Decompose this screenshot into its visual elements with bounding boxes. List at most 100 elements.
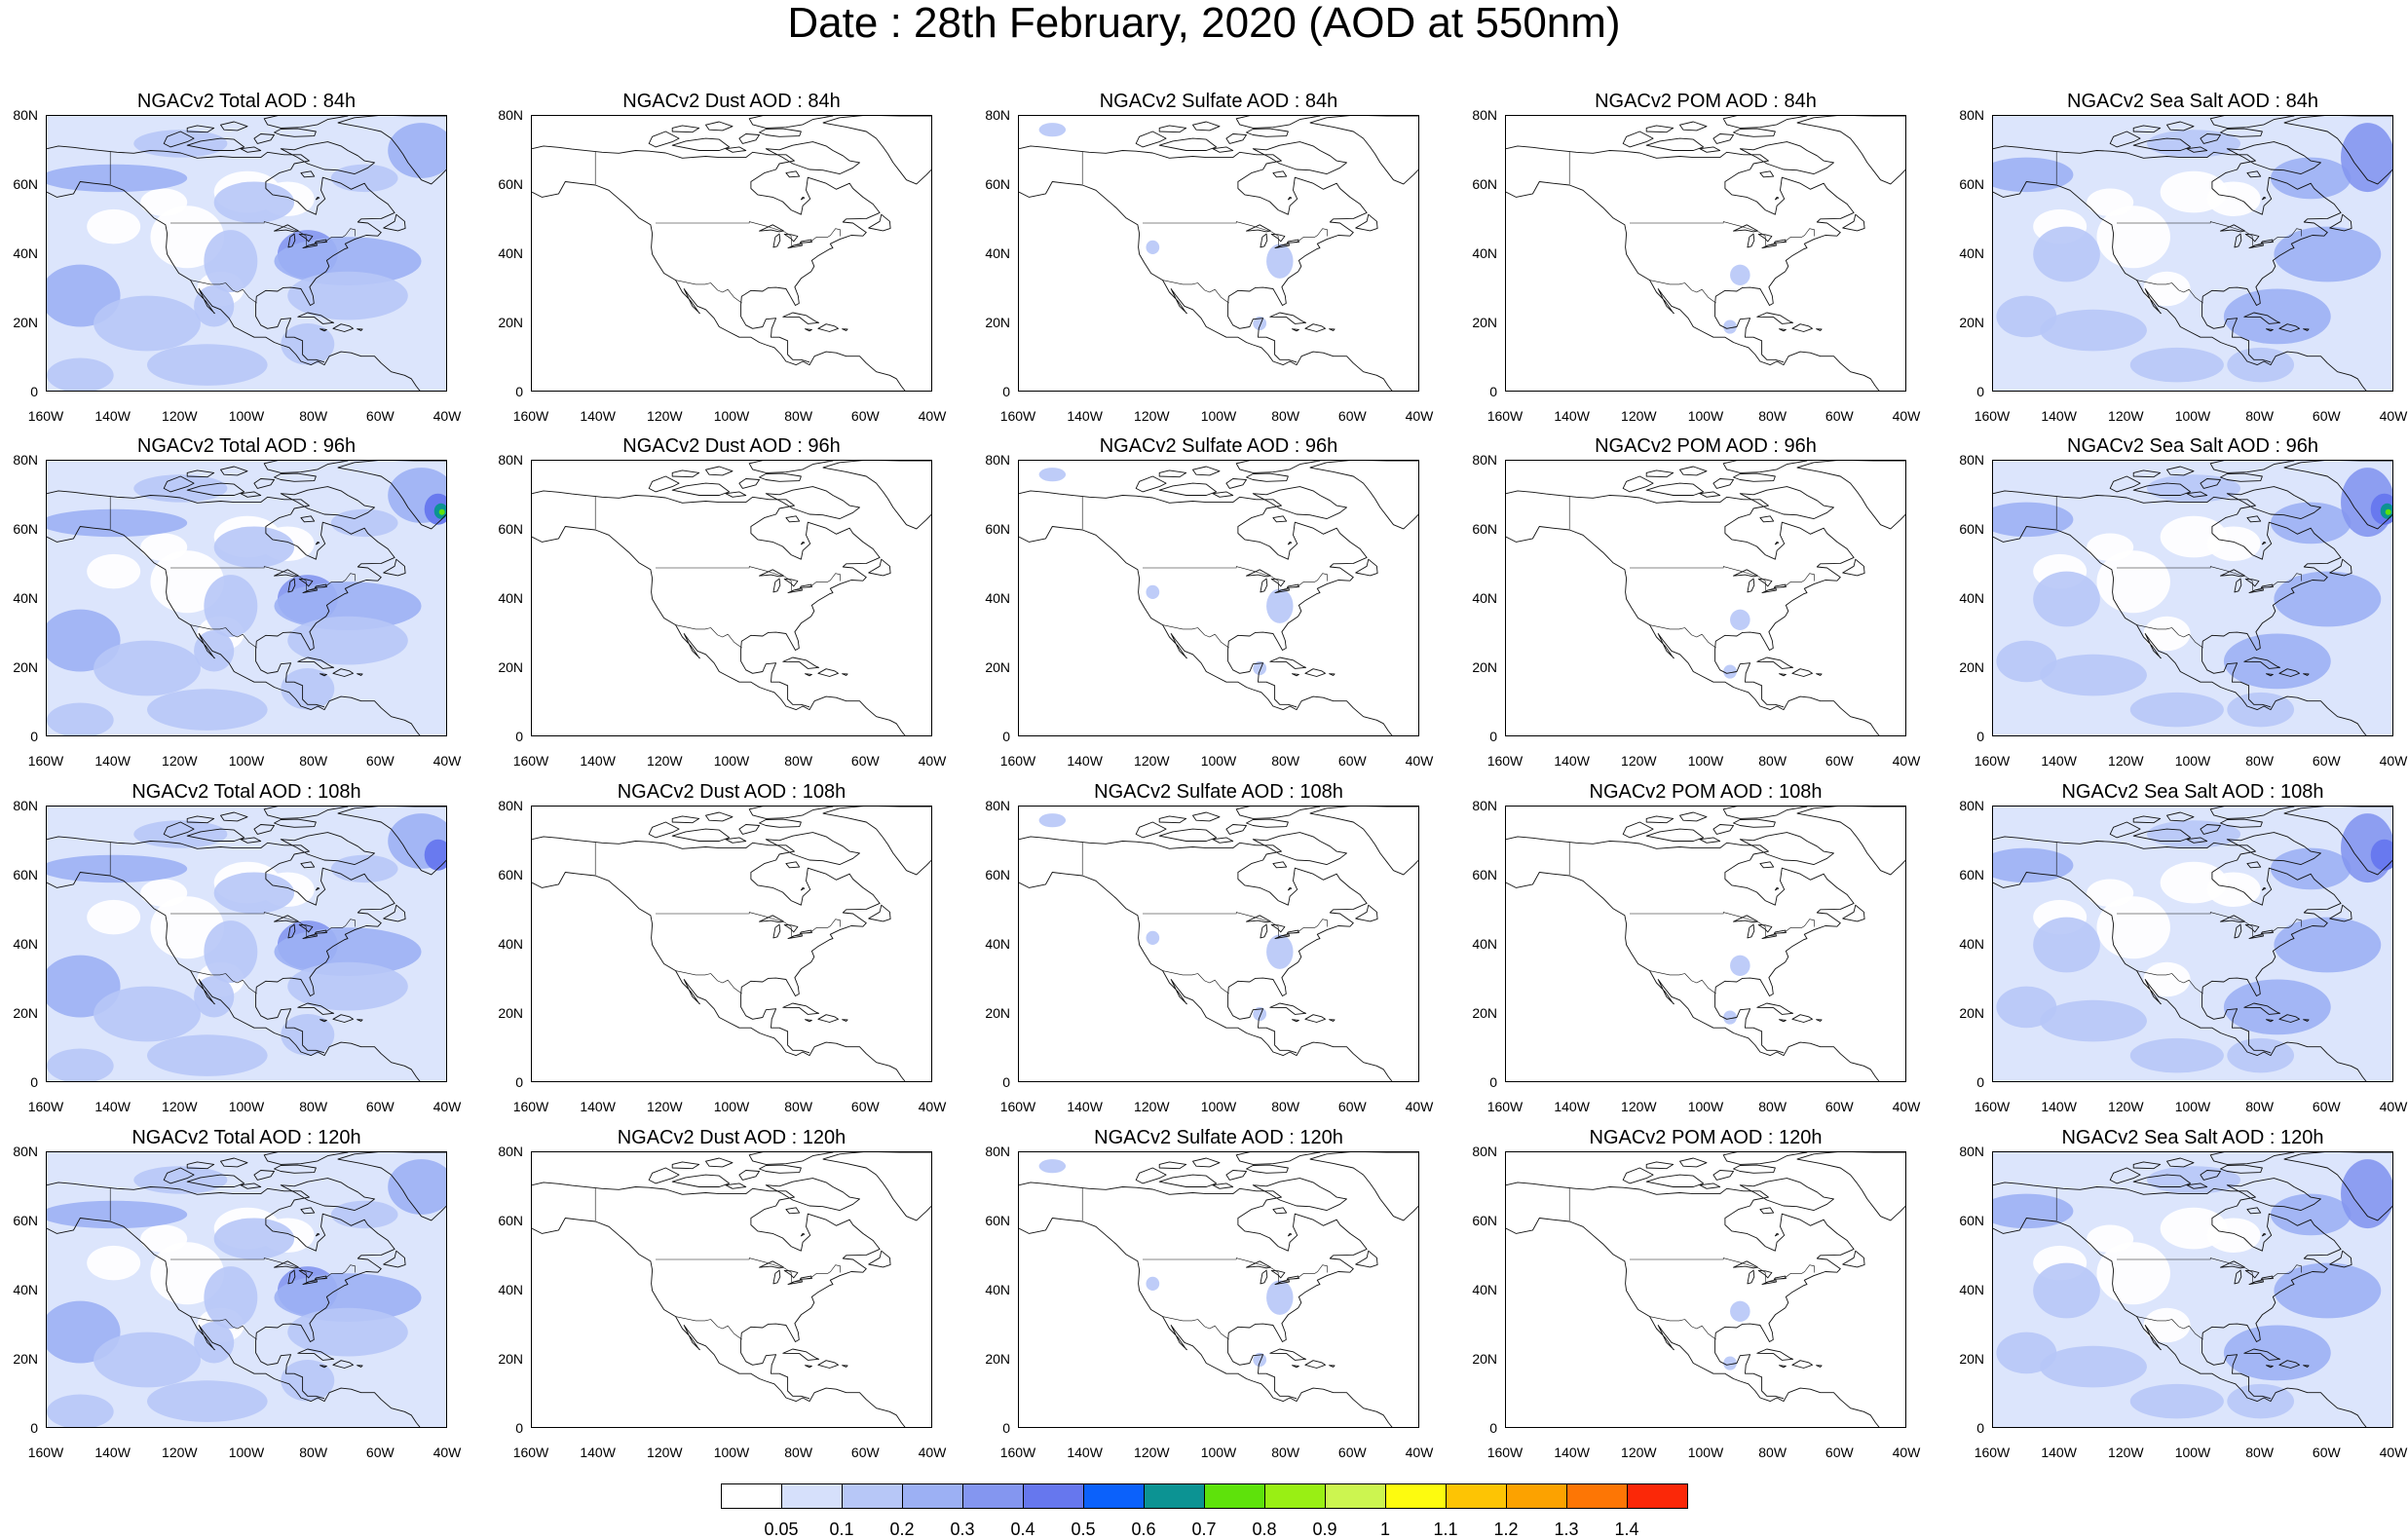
lat-tick-label: 20N	[985, 315, 1010, 330]
arctic-island	[1759, 515, 1775, 523]
lon-tick-label: 60W	[365, 1099, 395, 1114]
aod-fill-layer	[47, 461, 446, 735]
puerto-rico	[2303, 673, 2310, 676]
lon-tick-label: 40W	[2379, 1445, 2408, 1460]
puerto-rico	[1329, 328, 1336, 331]
greenland-coast	[822, 1152, 931, 1221]
arctic-island	[2246, 515, 2262, 523]
arctic-island	[1759, 1207, 1775, 1215]
arctic-island	[2200, 1170, 2221, 1181]
arctic-island	[1645, 469, 1674, 478]
greenland-coast	[2283, 461, 2392, 530]
coastline-layer	[47, 807, 446, 1081]
lon-tick-label: 40W	[2379, 1099, 2408, 1114]
lat-tick-label: 20N	[1472, 1351, 1497, 1367]
great-lake	[274, 1260, 299, 1269]
lat-tick-label: 40N	[1472, 1282, 1497, 1297]
hudson-island	[2261, 541, 2267, 545]
arctic-island	[2166, 811, 2195, 822]
atlantic-coastline	[47, 490, 395, 708]
lon-tick-label: 40W	[918, 753, 947, 769]
lon-tick-label: 140W	[580, 753, 616, 769]
border-us-canada	[2117, 566, 2302, 591]
aod-plume	[147, 1380, 268, 1422]
coastline-layer	[1506, 1152, 1905, 1427]
great-lake	[2234, 233, 2242, 248]
aod-plume	[274, 927, 422, 976]
arctic-island	[705, 466, 734, 476]
border-us-mexico	[190, 1316, 257, 1340]
arctic-island	[1235, 461, 1321, 473]
aod-plume	[2274, 1262, 2382, 1319]
lon-tick-label: 100W	[2174, 1099, 2211, 1114]
arctic-island	[2246, 861, 2262, 869]
cuba	[782, 657, 820, 669]
great-lake	[759, 569, 784, 578]
arctic-island	[1733, 1164, 1776, 1174]
aod-fill-layer	[47, 807, 446, 1081]
arctic-island	[2200, 133, 2221, 144]
map-panel-dust	[531, 460, 932, 736]
puerto-rico	[842, 1019, 848, 1022]
cuba	[297, 312, 335, 324]
atlantic-coastline	[1993, 1182, 2342, 1400]
newfoundland	[2329, 904, 2352, 922]
arctic-island	[1712, 1170, 1734, 1181]
lon-tick-label: 160W	[27, 408, 64, 424]
lon-tick-label: 100W	[228, 1445, 265, 1460]
greenland-coast	[1796, 1152, 1905, 1221]
arctic-island	[2200, 478, 2221, 489]
lat-tick-label: 60N	[13, 1213, 38, 1228]
great-lake	[274, 569, 299, 578]
great-lake	[314, 1275, 327, 1280]
colorbar-swatch	[1627, 1483, 1688, 1509]
lon-tick-label: 60W	[1825, 1099, 1854, 1114]
hispaniola	[817, 1360, 839, 1369]
arctic-island	[1622, 1167, 1654, 1184]
arctic-island	[186, 828, 245, 842]
lon-tick-label: 120W	[1621, 408, 1657, 424]
arctic-island	[2186, 491, 2208, 498]
panel-title: NGACv2 Total AOD : 84h	[136, 91, 357, 112]
aod-plume	[1993, 502, 2074, 538]
atlantic-coastline	[1506, 145, 1855, 363]
lon-tick-label: 140W	[2041, 408, 2077, 424]
lon-tick-label: 120W	[1621, 1099, 1657, 1114]
aod-plume	[2040, 1345, 2147, 1388]
aod-map	[532, 1152, 931, 1427]
lon-tick-label: 160W	[999, 408, 1036, 424]
arctic-island	[1733, 128, 1776, 137]
great-lake	[314, 929, 327, 934]
border-us-canada	[656, 566, 841, 591]
great-lake	[1773, 239, 1787, 244]
coastline-layer	[1506, 461, 1905, 735]
lat-tick-label: 40N	[1472, 936, 1497, 952]
arctic-island	[163, 1167, 195, 1184]
map-panel-dust	[531, 1151, 932, 1428]
lon-tick-label: 40W	[1892, 408, 1921, 424]
border-us-mexico	[190, 280, 257, 304]
greenland-coast	[1309, 807, 1418, 876]
arctic-island	[1679, 121, 1708, 131]
arctic-island	[1739, 832, 1834, 866]
atlantic-coastline	[1993, 836, 2342, 1054]
jamaica	[1779, 1019, 1787, 1023]
arctic-island	[748, 807, 834, 819]
lon-tick-label: 60W	[365, 753, 395, 769]
lon-tick-label: 60W	[2312, 1099, 2341, 1114]
lon-tick-label: 160W	[1974, 408, 2011, 424]
lon-tick-label: 80W	[299, 1099, 328, 1114]
newfoundland	[1355, 213, 1378, 232]
aod-clear-region	[2143, 1307, 2191, 1343]
great-lake	[1246, 224, 1271, 233]
pacific-coastline	[532, 526, 906, 735]
pacific-coastline	[47, 872, 421, 1081]
great-lake	[772, 1269, 781, 1285]
lat-tick-label: 60N	[498, 176, 523, 192]
arctic-island	[2246, 1207, 2262, 1215]
lat-tick-label: 0	[1489, 1420, 1497, 1436]
hudson-island	[1774, 886, 1780, 891]
border-us-mexico	[1649, 280, 1716, 304]
jamaica	[1292, 1019, 1299, 1023]
lon-tick-label: 60W	[1825, 753, 1854, 769]
